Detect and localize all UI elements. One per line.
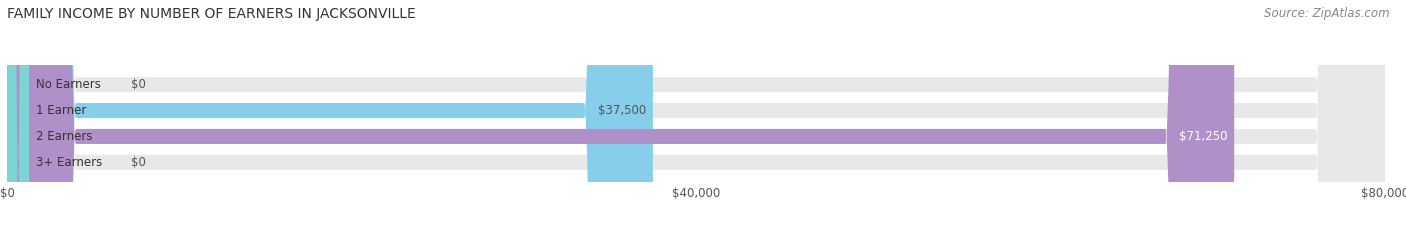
Text: $0: $0: [131, 156, 146, 169]
Text: 2 Earners: 2 Earners: [37, 130, 93, 143]
FancyBboxPatch shape: [7, 0, 1385, 233]
Text: 1 Earner: 1 Earner: [37, 104, 86, 117]
Text: No Earners: No Earners: [37, 78, 101, 91]
Text: Source: ZipAtlas.com: Source: ZipAtlas.com: [1264, 7, 1389, 20]
Text: 3+ Earners: 3+ Earners: [37, 156, 103, 169]
Text: $71,250: $71,250: [1178, 130, 1227, 143]
FancyBboxPatch shape: [7, 0, 30, 233]
Text: $37,500: $37,500: [598, 104, 645, 117]
FancyBboxPatch shape: [7, 0, 1385, 233]
FancyBboxPatch shape: [7, 0, 30, 233]
Text: $0: $0: [131, 78, 146, 91]
FancyBboxPatch shape: [7, 0, 1385, 233]
Text: FAMILY INCOME BY NUMBER OF EARNERS IN JACKSONVILLE: FAMILY INCOME BY NUMBER OF EARNERS IN JA…: [7, 7, 416, 21]
FancyBboxPatch shape: [7, 0, 1385, 233]
FancyBboxPatch shape: [7, 0, 1234, 233]
FancyBboxPatch shape: [7, 0, 652, 233]
